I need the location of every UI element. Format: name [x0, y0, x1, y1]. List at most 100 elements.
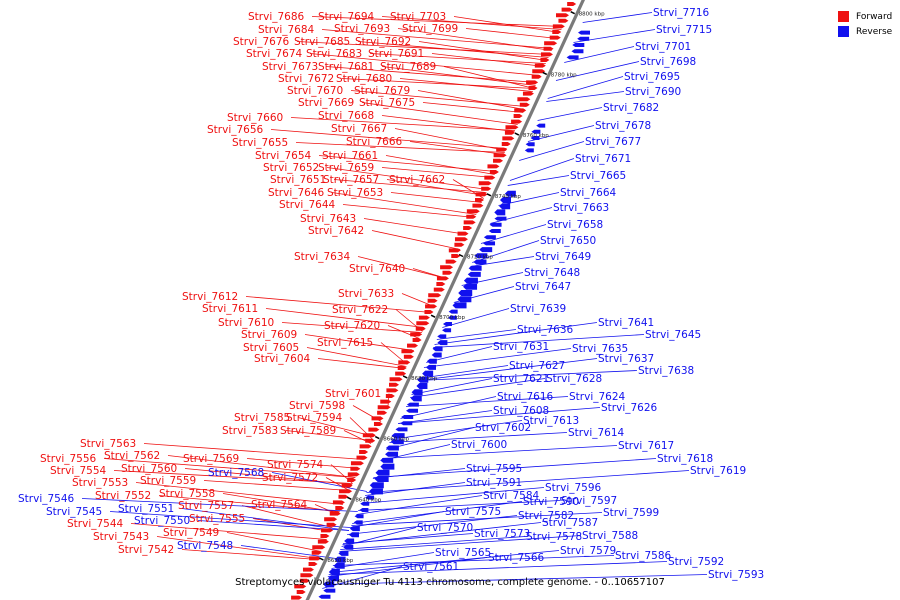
- reverse-gene-leader-line: [381, 444, 451, 461]
- reverse-gene-leader-line: [240, 545, 337, 559]
- forward-gene-arrow: [410, 332, 423, 337]
- reverse-gene-arrow: [374, 476, 389, 482]
- forward-gene-arrow: [347, 478, 357, 482]
- forward-gene-arrow: [513, 114, 523, 118]
- forward-gene-arrow: [466, 209, 480, 214]
- reverse-gene-label: Strvi_7618: [657, 453, 713, 465]
- reverse-gene-arrow: [318, 594, 331, 599]
- axis-tick-mark: [542, 71, 548, 76]
- reverse-gene-label: Strvi_7568: [208, 467, 264, 479]
- reverse-gene-arrow: [463, 283, 478, 290]
- reverse-gene-arrow: [328, 569, 340, 575]
- reverse-gene-label: Strvi_7586: [615, 550, 672, 562]
- forward-gene-label: Strvi_7549: [163, 527, 219, 539]
- forward-gene-leader-line: [381, 16, 562, 30]
- reverse-gene-label: Strvi_7575: [445, 506, 501, 518]
- reverse-gene-leader-line: [350, 511, 445, 528]
- reverse-gene-leader-line: [358, 500, 561, 511]
- reverse-gene-label: Strvi_7616: [497, 391, 554, 403]
- forward-gene-arrow: [556, 13, 570, 18]
- legend-label-forward: Forward: [856, 11, 893, 22]
- forward-gene-leader-line: [130, 523, 327, 540]
- reverse-gene-label: Strvi_7715: [656, 24, 712, 36]
- forward-gene-arrow: [407, 343, 419, 348]
- forward-gene-leader-line: [465, 28, 558, 39]
- reverse-gene-label: Strvi_7635: [572, 343, 628, 355]
- forward-gene-arrow: [532, 69, 546, 74]
- reverse-gene-arrow: [524, 148, 534, 153]
- axis-tick-label: 8780 kbp: [551, 72, 577, 78]
- reverse-gene-leader-line: [400, 396, 497, 419]
- reverse-gene-leader-line: [433, 334, 645, 348]
- forward-gene-arrow: [517, 97, 531, 102]
- reverse-gene-arrow: [368, 488, 383, 495]
- reverse-gene-arrow: [571, 49, 584, 54]
- forward-gene-arrow: [487, 164, 500, 169]
- forward-gene-label: Strvi_7564: [251, 499, 308, 511]
- forward-gene-leader-line: [318, 155, 497, 172]
- reverse-gene-arrow: [323, 581, 335, 588]
- reverse-gene-leader-line: [347, 515, 518, 535]
- reverse-gene-leader-line: [547, 76, 624, 99]
- reverse-gene-label: Strvi_7599: [603, 507, 659, 519]
- forward-gene-arrow: [311, 550, 322, 555]
- forward-gene-label: Strvi_7668: [318, 110, 374, 122]
- reverse-gene-label: Strvi_7716: [653, 7, 710, 19]
- forward-gene-label: Strvi_7554: [50, 465, 107, 477]
- reverse-gene-arrow: [406, 408, 419, 413]
- reverse-gene-leader-line: [342, 533, 474, 544]
- reverse-gene-arrow: [458, 290, 473, 296]
- forward-gene-leader-line: [361, 102, 518, 125]
- forward-gene-label: Strvi_7562: [104, 450, 160, 462]
- forward-gene-arrow: [558, 18, 569, 23]
- reverse-gene-label: Strvi_7638: [638, 365, 694, 377]
- reverse-gene-label: Strvi_7597: [561, 495, 617, 507]
- forward-gene-arrow: [475, 198, 484, 202]
- forward-gene-leader-line: [296, 41, 550, 55]
- reverse-gene-arrow: [479, 247, 493, 253]
- reverse-gene-leader-line: [382, 445, 618, 459]
- legend: Forward Reverse: [838, 9, 892, 39]
- forward-gene-arrow: [326, 522, 337, 527]
- forward-gene-leader-line: [309, 53, 541, 76]
- forward-gene-label: Strvi_7672: [278, 73, 334, 85]
- forward-gene-arrow: [493, 153, 507, 158]
- reverse-gene-label: Strvi_7663: [553, 202, 609, 214]
- forward-gene-leader-line: [422, 102, 524, 113]
- forward-gene-arrow: [335, 506, 345, 510]
- forward-gene-label: Strvi_7659: [318, 162, 374, 174]
- forward-gene-arrow: [401, 349, 415, 354]
- reverse-gene-leader-line: [470, 256, 535, 267]
- reverse-gene-label: Strvi_7608: [493, 405, 549, 417]
- forward-gene-leader-line: [333, 179, 487, 193]
- forward-gene-label: Strvi_7693: [334, 23, 390, 35]
- axis-tick-mark: [570, 11, 576, 15]
- forward-gene-arrow: [445, 259, 457, 264]
- forward-gene-leader-line: [325, 477, 350, 491]
- forward-gene-arrow: [528, 86, 538, 90]
- forward-gene-leader-line: [184, 468, 353, 485]
- reverse-gene-arrow: [442, 328, 452, 333]
- forward-gene-label: Strvi_7676: [233, 36, 290, 48]
- forward-gene-arrow: [300, 573, 314, 578]
- reverse-gene-arrow: [494, 216, 507, 221]
- reverse-gene-label: Strvi_7665: [570, 170, 626, 182]
- reverse-gene-arrow: [437, 340, 448, 346]
- axis-tick-mark: [514, 132, 520, 136]
- forward-gene-arrow: [472, 203, 484, 208]
- forward-gene-arrow: [427, 298, 438, 303]
- reverse-gene-leader-line: [181, 508, 350, 531]
- forward-gene-label: Strvi_7657: [323, 174, 379, 186]
- forward-gene-arrow: [395, 371, 407, 376]
- forward-gene-arrow: [350, 466, 361, 471]
- forward-gene-arrow: [309, 556, 322, 561]
- reverse-gene-leader-line: [328, 561, 668, 575]
- legend-label-reverse: Reverse: [856, 26, 893, 37]
- reverse-gene-leader-line: [546, 91, 625, 102]
- reverse-gene-leader-line: [472, 240, 540, 263]
- forward-gene-arrow: [359, 444, 372, 449]
- reverse-gene-label: Strvi_7619: [690, 465, 746, 477]
- forward-gene-leader-line: [143, 443, 364, 460]
- forward-gene-label: Strvi_7669: [298, 97, 354, 109]
- reverse-gene-label: Strvi_7671: [575, 153, 631, 165]
